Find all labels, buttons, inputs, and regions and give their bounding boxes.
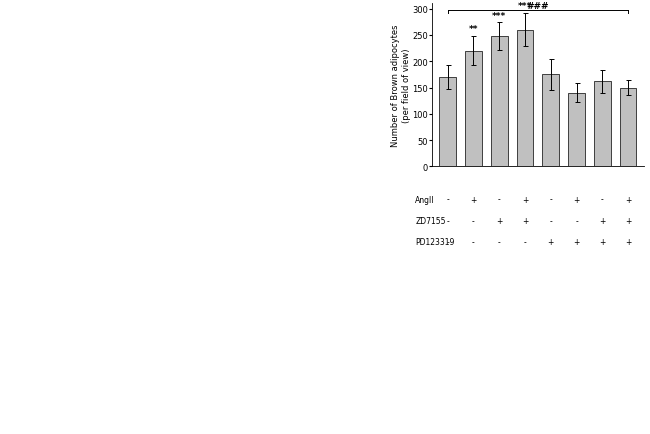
Text: -: -	[549, 216, 552, 225]
Text: AngII: AngII	[415, 195, 435, 204]
Y-axis label: Number of Brown adipocytes
(per field of view): Number of Brown adipocytes (per field of…	[391, 25, 411, 147]
Text: PD123319: PD123319	[415, 237, 455, 247]
Text: -: -	[549, 195, 552, 204]
Bar	[542, 75, 559, 167]
Bar	[619, 89, 636, 167]
Bar	[439, 78, 456, 167]
Text: -: -	[498, 195, 501, 204]
Text: +: +	[547, 237, 554, 247]
Text: +: +	[573, 237, 580, 247]
Text: +: +	[522, 195, 528, 204]
Bar	[517, 30, 534, 167]
Text: +: +	[496, 216, 502, 225]
Bar	[568, 94, 585, 167]
Text: ***: ***	[492, 12, 506, 20]
Text: -: -	[447, 195, 449, 204]
Text: -: -	[498, 237, 501, 247]
Text: **: **	[469, 25, 478, 34]
Text: ZD7155: ZD7155	[415, 216, 446, 225]
Text: -: -	[472, 216, 475, 225]
Text: +: +	[573, 195, 580, 204]
Text: -: -	[601, 195, 604, 204]
Bar	[465, 52, 482, 167]
Text: +: +	[599, 237, 605, 247]
Text: +: +	[471, 195, 476, 204]
Text: -: -	[447, 237, 449, 247]
Text: +: +	[625, 216, 631, 225]
Text: ###: ###	[526, 2, 549, 11]
Text: +: +	[522, 216, 528, 225]
Text: ***: ***	[518, 2, 532, 11]
Text: +: +	[625, 237, 631, 247]
Bar	[491, 37, 508, 167]
Text: -: -	[524, 237, 526, 247]
Text: -: -	[472, 237, 475, 247]
Bar	[594, 82, 610, 167]
Text: -: -	[575, 216, 578, 225]
Text: +: +	[625, 195, 631, 204]
Text: -: -	[447, 216, 449, 225]
Text: +: +	[599, 216, 605, 225]
